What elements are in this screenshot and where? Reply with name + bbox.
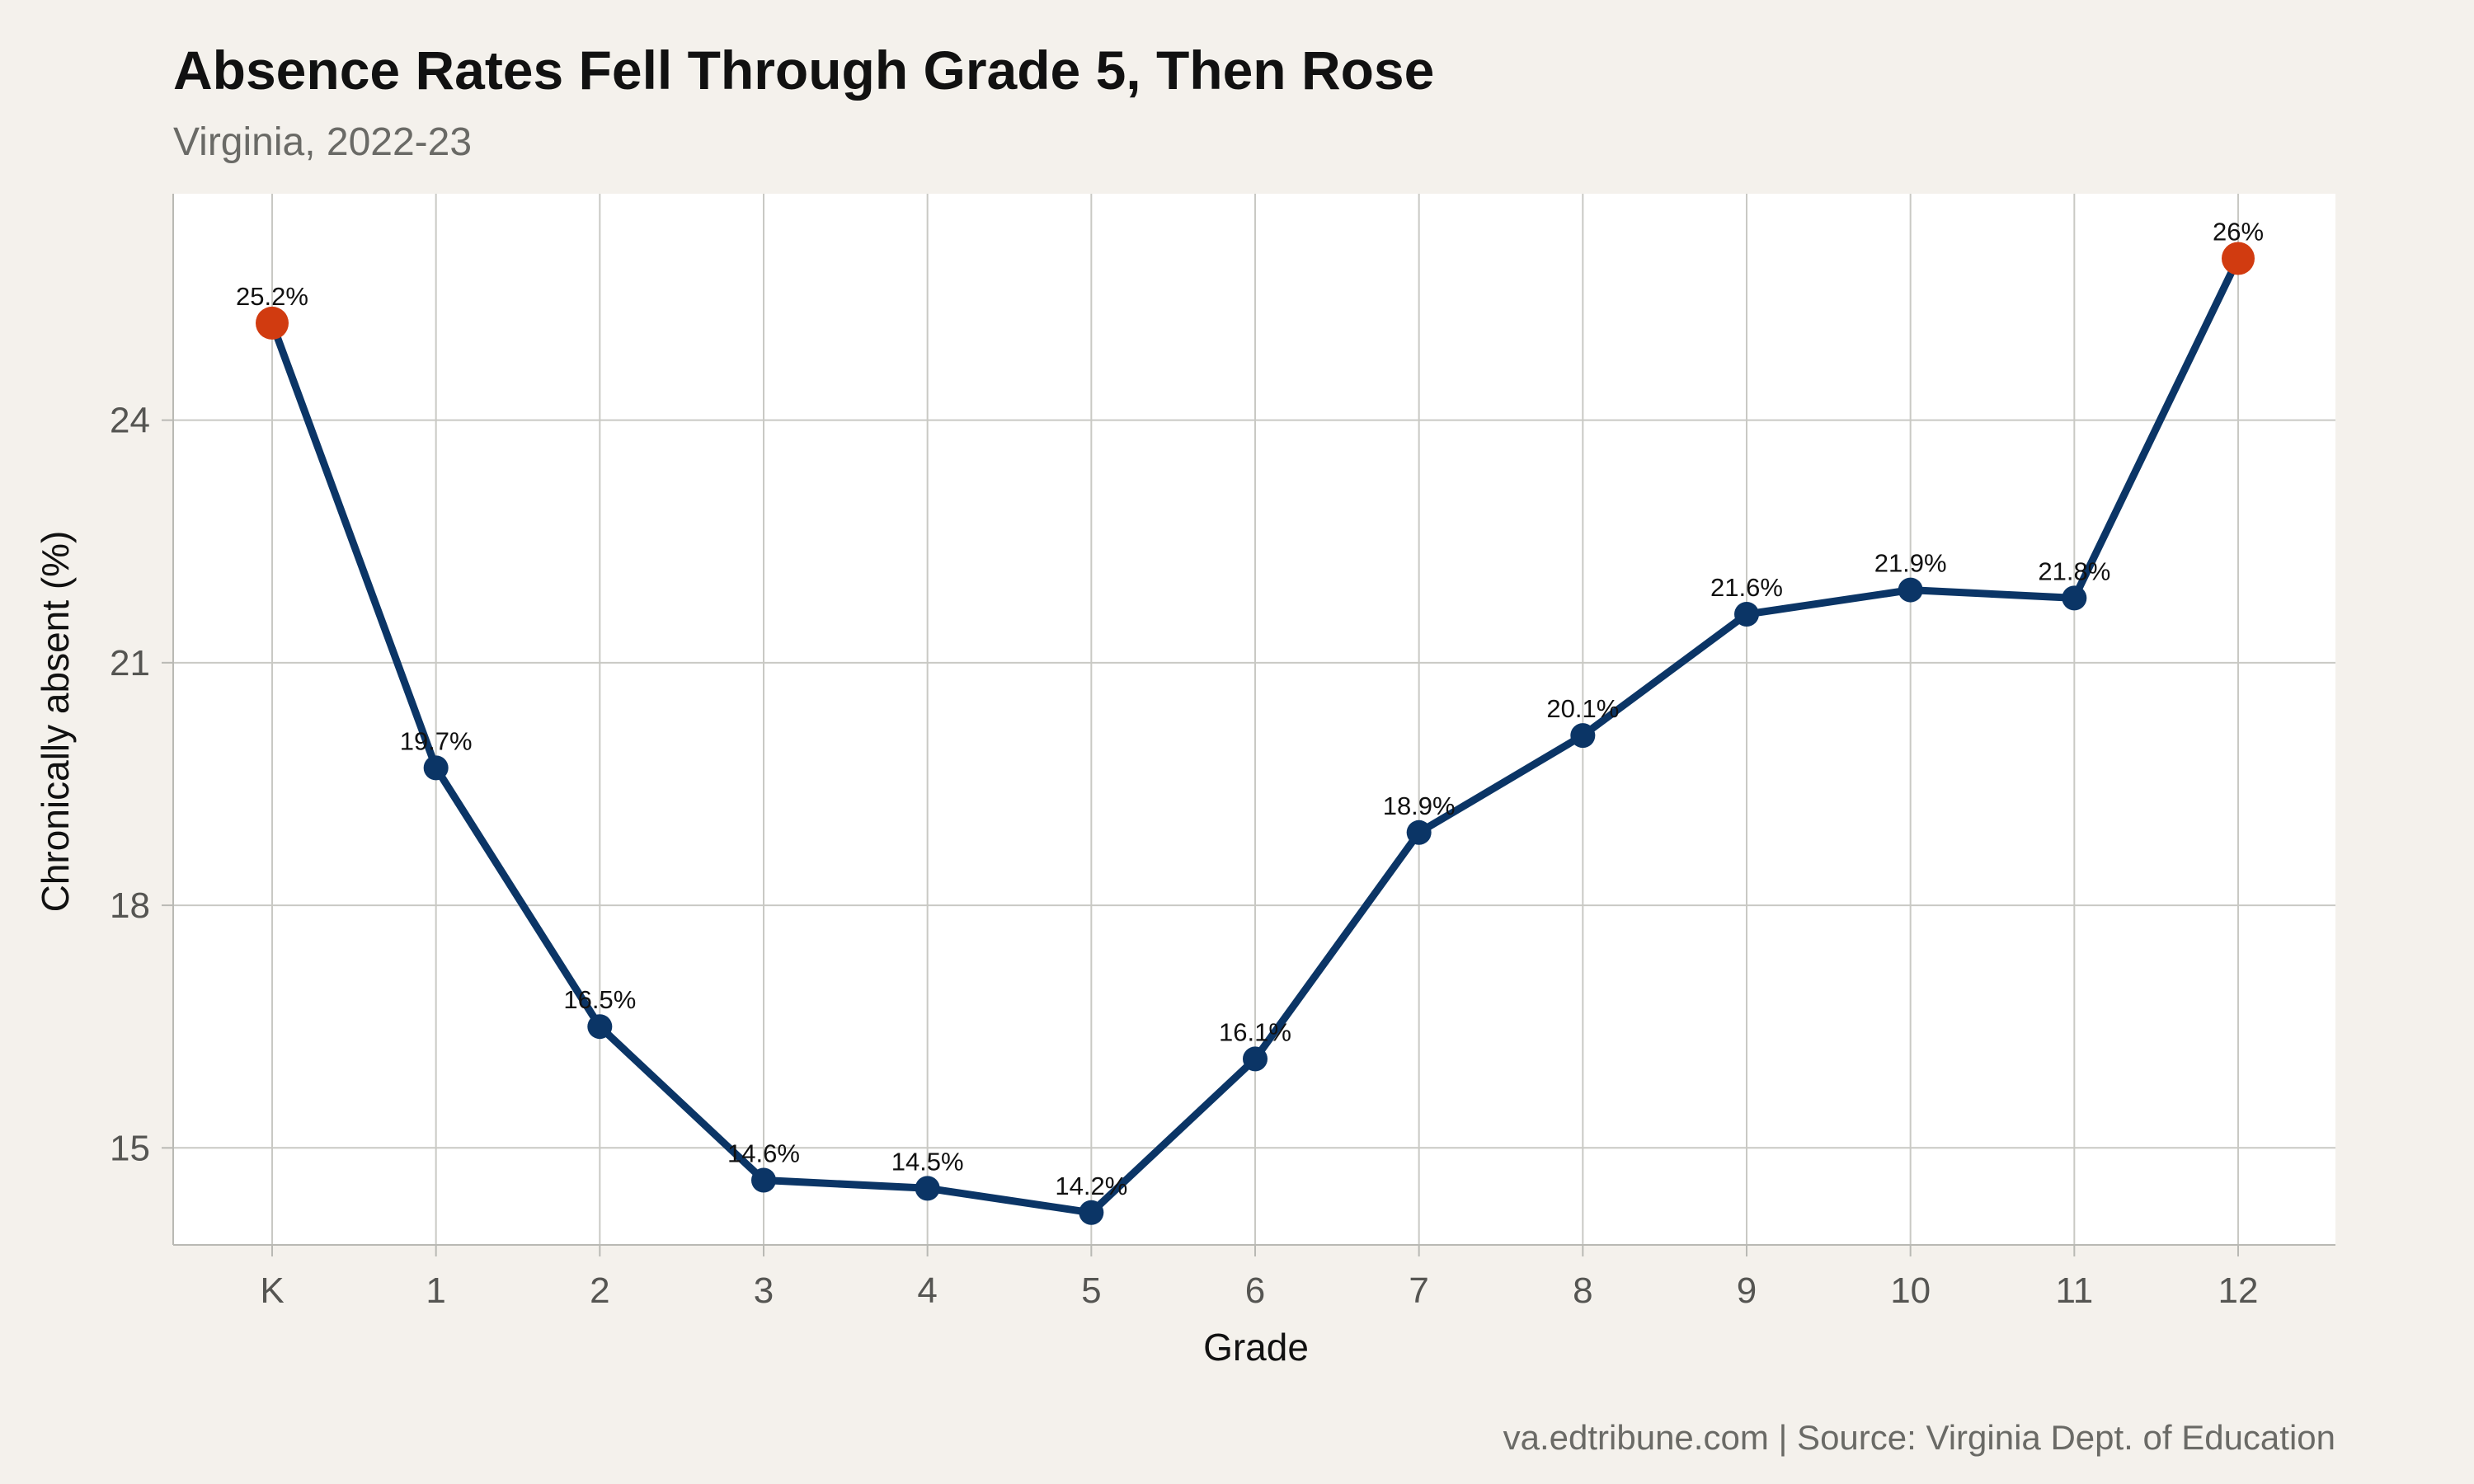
- x-tick-label: 12: [2218, 1270, 2259, 1311]
- y-axis-title: Chronically absent (%): [34, 531, 77, 913]
- x-tick-label: 7: [1409, 1270, 1428, 1311]
- data-label: 14.2%: [1055, 1172, 1127, 1200]
- y-tick-label: 18: [110, 885, 150, 926]
- x-tick-label: 11: [2055, 1270, 2093, 1311]
- data-point: [1406, 819, 1432, 845]
- highlight-point: [2222, 242, 2255, 275]
- data-point: [2062, 585, 2087, 611]
- data-labels: 25.2% 19.7% 16.5% 14.6% 14.5% 14.2% 16.1% 18.9%…: [236, 217, 2264, 1200]
- y-tick-label: 21: [110, 643, 150, 683]
- x-tick-label: 4: [917, 1270, 937, 1311]
- data-label: 21.6%: [1710, 573, 1783, 602]
- data-point: [587, 1014, 613, 1040]
- data-label: 18.9%: [1383, 791, 1456, 820]
- x-tick-label: 9: [1737, 1270, 1757, 1311]
- x-tick-label: 1: [426, 1270, 445, 1311]
- x-tick-label: 8: [1573, 1270, 1592, 1311]
- data-point: [1898, 577, 1923, 603]
- data-label: 14.5%: [891, 1147, 964, 1176]
- data-point: [1079, 1200, 1104, 1225]
- highlight-point: [256, 306, 289, 340]
- x-tick-label: 3: [754, 1270, 774, 1311]
- x-tick-label: 10: [1890, 1270, 1931, 1311]
- data-point: [751, 1167, 776, 1193]
- data-point: [1243, 1046, 1268, 1072]
- data-label: 16.1%: [1219, 1017, 1291, 1046]
- grid-lines: [173, 194, 2335, 1245]
- x-tick-label: 5: [1081, 1270, 1101, 1311]
- data-point: [423, 755, 449, 781]
- data-label: 16.5%: [563, 985, 636, 1014]
- x-axis: K 1 2 3 4 5 6 7 8 9 10 11 12: [173, 1244, 2335, 1311]
- data-point: [1734, 602, 1759, 627]
- data-label: 20.1%: [1546, 694, 1619, 723]
- data-points: [256, 242, 2255, 1225]
- data-point: [915, 1176, 940, 1201]
- data-label: 21.9%: [1874, 549, 1947, 578]
- data-label: 19.7%: [400, 726, 473, 755]
- x-tick-label: 6: [1245, 1270, 1265, 1311]
- y-axis: 15 18 21 24: [110, 194, 174, 1245]
- x-tick-label: K: [260, 1270, 284, 1311]
- x-axis-title: Grade: [1203, 1326, 1309, 1369]
- chart-subtitle: Virginia, 2022-23: [173, 120, 472, 164]
- data-point: [1570, 723, 1596, 749]
- data-label: 14.6%: [727, 1139, 800, 1168]
- data-label: 21.8%: [2038, 556, 2110, 585]
- data-label: 25.2%: [236, 282, 308, 311]
- chart-title: Absence Rates Fell Through Grade 5, Then…: [173, 40, 1434, 101]
- x-tick-label: 2: [590, 1270, 609, 1311]
- data-label: 26%: [2213, 217, 2264, 246]
- caption: va.edtribune.com | Source: Virginia Dept…: [1503, 1418, 2335, 1457]
- y-tick-label: 15: [110, 1128, 150, 1168]
- y-tick-label: 24: [110, 401, 150, 441]
